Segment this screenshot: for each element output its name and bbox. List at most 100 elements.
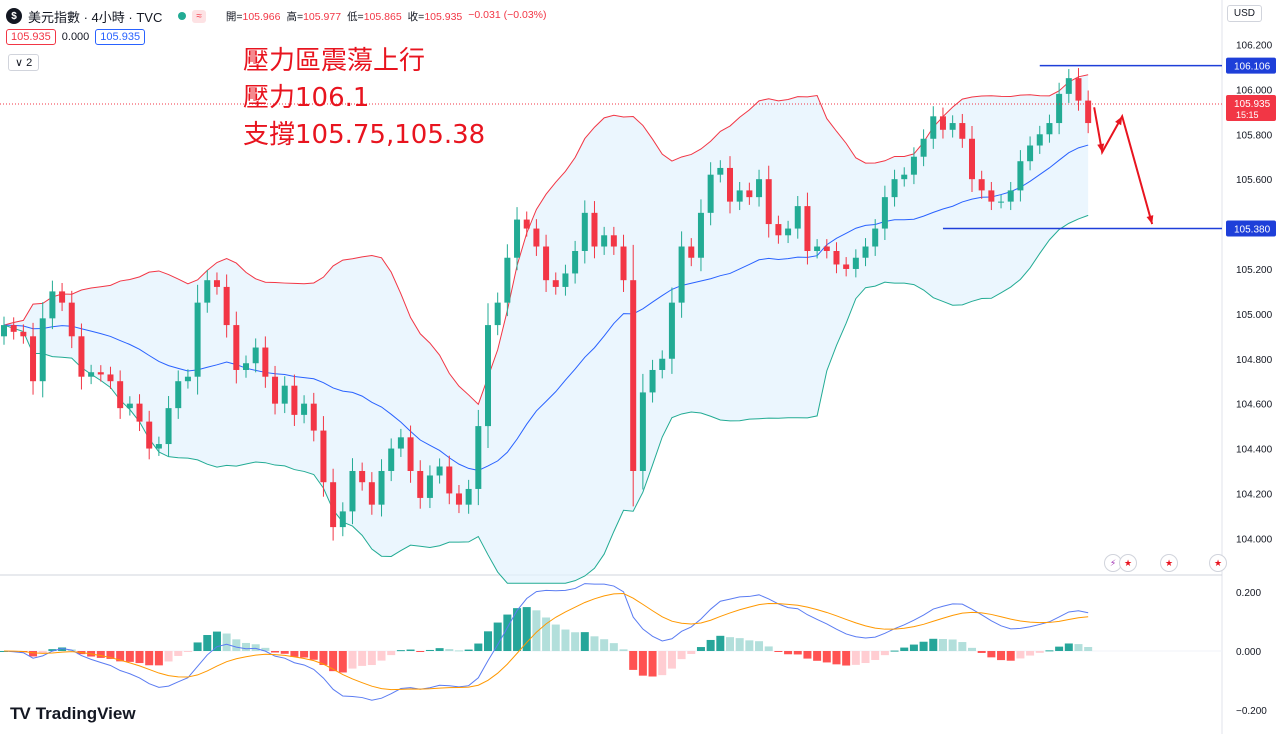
bollinger-upper-line: [3, 74, 1089, 406]
candle-body: [843, 264, 850, 269]
candle-body: [252, 347, 259, 364]
buy-price-button[interactable]: 105.935: [95, 29, 146, 45]
alert-icon[interactable]: ≈: [192, 9, 206, 23]
macd-histogram-bar: [609, 643, 618, 651]
tradingview-logo[interactable]: TV TradingView: [10, 704, 136, 724]
macd-line: [3, 583, 1089, 701]
macd-histogram-bar: [222, 633, 231, 651]
price-tick-label: 106.200: [1236, 40, 1273, 51]
macd-histogram-bar: [474, 643, 483, 651]
macd-histogram-bar: [96, 651, 105, 658]
macd-histogram-bar: [164, 651, 173, 662]
candle-body: [794, 206, 801, 229]
macd-histogram-bar: [484, 631, 492, 651]
macd-histogram-bar: [532, 610, 541, 651]
macd-histogram-bar: [987, 651, 996, 658]
us-flag-icon[interactable]: ★: [1119, 554, 1137, 572]
candle-body: [330, 482, 337, 528]
candle-body: [417, 470, 424, 498]
candle-body: [862, 246, 869, 258]
candle-body: [349, 470, 356, 512]
candle-body: [872, 228, 879, 247]
candle-body: [1085, 100, 1092, 124]
macd-histogram-bar: [232, 639, 241, 651]
candle-body: [804, 206, 811, 252]
candle-body: [688, 246, 695, 258]
candle-body: [436, 466, 443, 476]
candle-body: [1065, 78, 1072, 94]
price-tick-label: 104.200: [1236, 489, 1273, 500]
macd-histogram-bar: [261, 647, 270, 651]
macd-histogram-bar: [774, 651, 783, 652]
macd-histogram-bar: [435, 648, 444, 651]
candle-body: [388, 448, 395, 471]
us-flag-icon[interactable]: ★: [1209, 554, 1227, 572]
candle-body: [1036, 134, 1043, 146]
candle-body: [213, 280, 220, 287]
candle-body: [194, 302, 201, 377]
macd-histogram-bar: [396, 650, 405, 652]
macd-histogram-bar: [590, 636, 599, 651]
annotation-line-2: 壓力106.1: [243, 83, 370, 113]
candle-body: [707, 174, 714, 213]
candle-body: [697, 212, 704, 258]
macd-histogram-bar: [745, 640, 754, 651]
candle-body: [30, 336, 37, 382]
candle-body: [1007, 190, 1014, 202]
candle-body: [378, 470, 385, 505]
candle-body: [1056, 93, 1063, 124]
macd-histogram-bar: [667, 651, 676, 669]
macd-histogram-bar: [387, 651, 396, 656]
symbol-header: $ 美元指數 · 4小時 · TVC ≈ 開=105.966 高=105.977…: [6, 6, 547, 26]
candle-body: [746, 190, 753, 198]
bid-ask-row: 105.935 0.000 105.935: [6, 29, 146, 45]
candle-body: [543, 246, 550, 281]
candle-body: [717, 167, 724, 175]
candle-body: [620, 246, 627, 281]
candle-body: [649, 369, 656, 393]
candle-body: [852, 257, 859, 269]
candle-body: [978, 179, 985, 191]
candle-body: [969, 138, 975, 180]
candle-body: [272, 376, 279, 404]
candle-body: [485, 325, 491, 427]
symbol-title[interactable]: 美元指數 · 4小時 · TVC: [28, 9, 163, 25]
macd-histogram-bar: [1006, 651, 1015, 661]
macd-histogram-bar: [290, 651, 299, 657]
forecast-arrowhead: [1115, 116, 1123, 126]
macd-histogram-bar: [919, 641, 928, 651]
macd-histogram-bar: [696, 647, 705, 651]
indicators-toggle-button[interactable]: ∨ 2: [8, 54, 40, 71]
candle-body: [68, 302, 75, 337]
macd-histogram-bar: [890, 650, 899, 652]
macd-histogram-bar: [706, 639, 715, 651]
candle-body: [678, 246, 685, 303]
candle-body: [572, 251, 579, 274]
candle-body: [155, 444, 162, 449]
macd-histogram-bar: [154, 651, 163, 666]
macd-histogram-bar: [309, 651, 318, 660]
macd-histogram-bar: [329, 651, 338, 672]
us-flag-icon[interactable]: ★: [1160, 554, 1178, 572]
support-label: 105.380: [1234, 225, 1271, 236]
candle-body: [10, 325, 17, 332]
macd-histogram-bar: [1045, 650, 1054, 652]
candle-body: [775, 224, 782, 236]
candle-body: [736, 190, 743, 202]
ohlc-high: 高=105.977: [286, 10, 342, 23]
currency-button[interactable]: USD: [1226, 5, 1262, 22]
macd-histogram-bar: [571, 632, 580, 651]
macd-tick-label: 0.000: [1236, 647, 1261, 658]
bollinger-lower-line: [3, 214, 1089, 584]
macd-histogram-bar: [580, 632, 589, 651]
macd-histogram-bar: [145, 651, 154, 666]
macd-histogram-bar: [638, 651, 647, 676]
candle-body: [233, 325, 240, 370]
macd-histogram-bar: [116, 651, 125, 662]
sell-price-button[interactable]: 105.935: [6, 29, 56, 45]
macd-histogram-bar: [551, 624, 560, 651]
macd-histogram-bar: [251, 644, 260, 651]
macd-histogram-bar: [406, 649, 415, 651]
macd-histogram-bar: [513, 608, 522, 651]
